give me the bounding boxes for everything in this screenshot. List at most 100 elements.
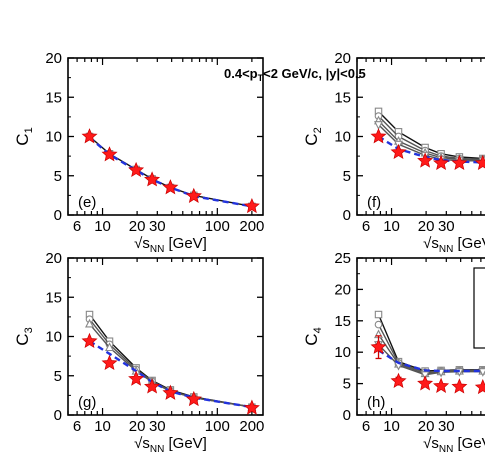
y-tick-label: 5 [54,368,62,385]
data-star-point [144,378,161,394]
y-tick-label: 15 [45,289,62,306]
x-tick-label: 100 [205,418,230,435]
data-star-point [433,154,450,171]
data-star-point [390,143,407,160]
data-star-point [101,146,118,162]
x-tick-label: 30 [438,218,455,235]
dashed-curve [88,136,253,208]
data-star-point [243,198,260,214]
y-axis-label: C3 [13,327,35,345]
data-star-point [101,354,118,371]
x-tick-label: 200 [239,418,264,435]
y-tick-label: 20 [45,50,62,67]
y-tick-label: 20 [45,250,62,267]
data-star-point [128,370,145,386]
panel-label: (e) [78,194,96,211]
y-axis-label: C2 [302,127,324,145]
x-tick-label: 10 [94,418,111,435]
x-tick-label: 20 [418,218,435,235]
data-star-point [417,152,434,168]
x-tick-label: 6 [362,218,370,235]
x-tick-label: 20 [129,418,146,435]
y-tick-label: 0 [343,407,351,424]
data-star-point [128,161,145,178]
plot-area [81,310,260,415]
x-tick-label: 20 [129,218,146,235]
plot-area [81,128,260,214]
plot-area [370,107,485,171]
x-tick-label: 10 [383,418,400,435]
model-point [105,342,115,352]
x-tick-label: 20 [418,418,435,435]
model-curve [378,115,483,160]
data-star-point [390,372,407,388]
x-tick-label: 6 [73,418,81,435]
data-star-point [370,128,387,144]
y-tick-label: 0 [343,207,351,224]
y-tick-label: 15 [334,313,351,330]
data-star-point [243,399,260,415]
y-tick-label: 20 [334,281,351,298]
panel-label: (f) [367,194,381,211]
x-tick-label: 6 [362,418,370,435]
x-axis-label: √sNN [GeV] [134,435,207,455]
y-tick-label: 25 [334,250,351,267]
plot-area [370,310,485,395]
y-tick-label: 0 [54,207,62,224]
model-curve [378,124,483,162]
model-curve [377,314,483,372]
y-tick-label: 5 [54,168,62,185]
figure-header: 0.4<pT<2 GeV/c, |y|<0.5 [224,66,366,83]
x-axis-label: √sNN [GeV] [423,235,485,255]
model-point [374,121,384,130]
x-tick-label: 30 [438,418,455,435]
x-axis-label: √sNN [GeV] [423,435,485,455]
y-tick-label: 15 [45,89,62,106]
y-axis-label: C1 [13,127,35,145]
model-point [85,318,95,328]
y-tick-label: 5 [343,168,351,185]
x-tick-label: 200 [239,218,264,235]
y-tick-label: 10 [334,344,351,361]
data-star-point [81,128,98,144]
y-tick-label: 10 [45,329,62,346]
x-tick-label: 10 [94,218,111,235]
data-star-point [185,390,202,407]
x-axis-label: √sNN [GeV] [134,235,207,255]
data-star-point [162,384,179,400]
model-curve [378,120,483,161]
model-curve [89,135,253,208]
y-axis-label: C4 [302,327,324,345]
plot-frame [67,57,264,216]
data-star-point [162,179,179,195]
data-star-point [370,338,387,354]
data-star-point [81,332,98,349]
x-tick-label: 30 [149,218,166,235]
model-curve [377,324,483,374]
panel-label: (h) [367,394,385,411]
data-star-point [474,379,485,395]
legend-box-partial [473,267,485,349]
model-point [374,310,383,319]
data-star-point [451,378,468,394]
y-tick-label: 10 [334,129,351,146]
x-tick-label: 100 [205,218,230,235]
x-tick-label: 6 [73,218,81,235]
y-tick-label: 15 [334,89,351,106]
legend-frame [473,267,485,349]
data-star-point [144,171,161,187]
data-star-point [417,375,434,391]
x-tick-label: 30 [149,418,166,435]
data-star-point [433,377,450,393]
data-star-point [451,154,468,171]
y-tick-label: 10 [45,129,62,146]
model-point [374,320,383,329]
x-tick-label: 10 [383,218,400,235]
y-tick-label: 5 [343,376,351,393]
data-star-point [474,154,485,171]
